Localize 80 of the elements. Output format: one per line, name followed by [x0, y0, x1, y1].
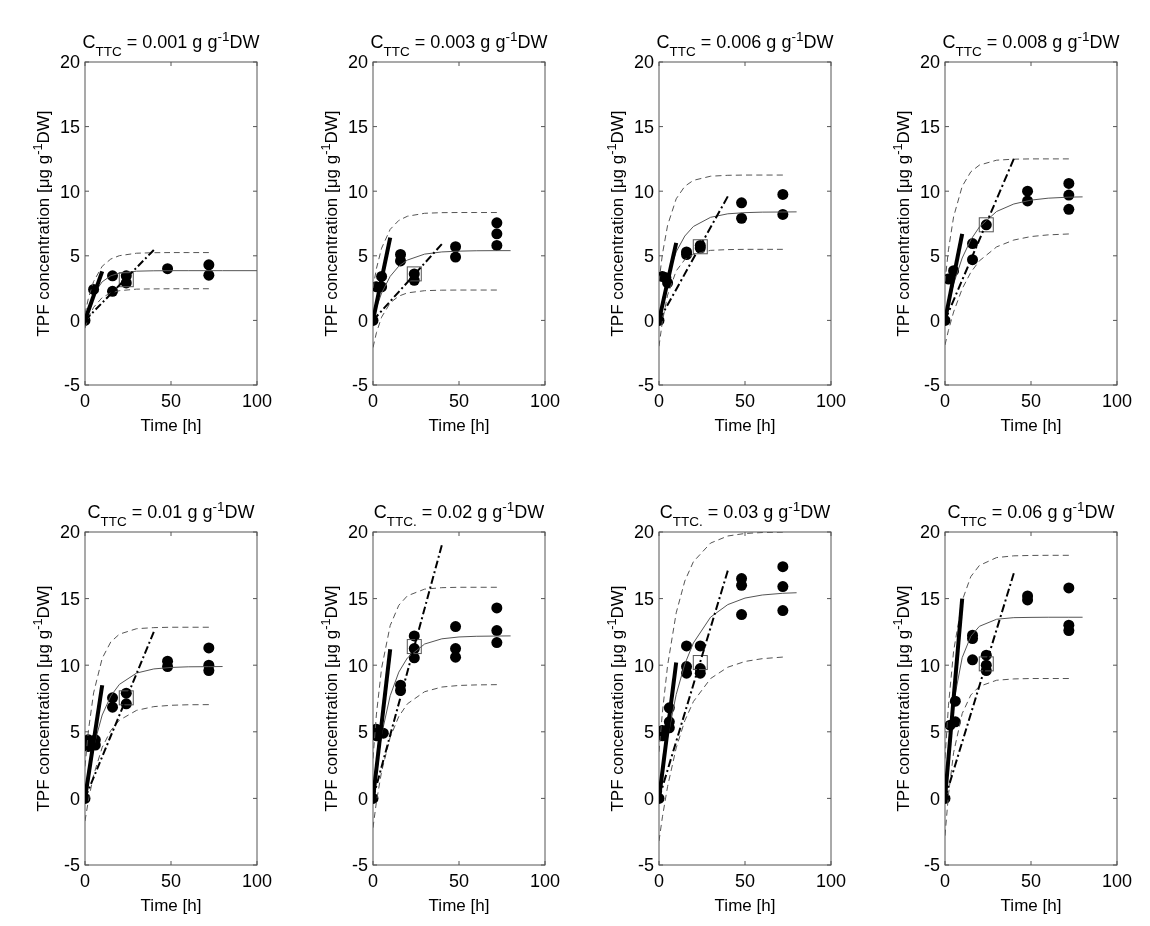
x-tick-label: 100 [815, 871, 847, 891]
y-tick-label: 10 [347, 181, 368, 202]
x-tick-label: 50 [160, 391, 182, 411]
x-tick-label: 50 [1020, 871, 1042, 891]
y-tick-label: 15 [919, 588, 940, 609]
y-tick-label: 5 [929, 246, 940, 267]
y-tick-label: 5 [643, 722, 654, 743]
y-tick-label: -5 [351, 855, 368, 876]
y-tick-label: 20 [633, 52, 654, 73]
chart-title: C$_{TTC}$ = 0.01 g g$^{-1}$DW [87, 498, 255, 529]
x-tick-label: 100 [529, 391, 561, 411]
x-tick-label: 50 [734, 871, 756, 891]
x-tick-label: 100 [1101, 871, 1133, 891]
x-tick-label: 100 [241, 391, 273, 411]
y-tick-label: 0 [69, 788, 80, 809]
x-axis-title: Time [h] [1000, 416, 1062, 435]
y-tick-label: 15 [347, 116, 368, 137]
y-tick-label: 10 [919, 181, 940, 202]
y-tick-label: 10 [347, 655, 368, 676]
x-tick-label: 100 [1101, 391, 1133, 411]
y-tick-label: -5 [637, 855, 654, 876]
y-tick-label: 0 [357, 310, 368, 331]
y-tick-label: 20 [633, 522, 654, 543]
y-tick-label: 10 [919, 655, 940, 676]
x-axis-title: Time [h] [714, 896, 776, 915]
y-tick-label: 20 [59, 52, 80, 73]
y-tick-label: 5 [69, 246, 80, 267]
x-tick-label: 50 [448, 871, 470, 891]
y-tick-label: -5 [923, 375, 940, 396]
chart-title: C$_{TTC}$ = 0.003 g g$^{-1}$DW [370, 28, 548, 59]
x-tick-label: 50 [1020, 391, 1042, 411]
x-tick-label: 100 [815, 391, 847, 411]
y-tick-label: 20 [347, 52, 368, 73]
y-tick-label: 15 [633, 588, 654, 609]
chart-title: C$_{TTC.}$ = 0.02 g g$^{-1}$DW [373, 498, 545, 529]
y-tick-label: 20 [347, 522, 368, 543]
y-tick-label: 10 [59, 181, 80, 202]
x-tick-label: 100 [529, 871, 561, 891]
y-tick-label: 5 [69, 722, 80, 743]
x-axis-title: Time [h] [428, 896, 490, 915]
y-tick-label: 15 [633, 116, 654, 137]
y-tick-label: 15 [919, 116, 940, 137]
y-tick-label: 10 [633, 655, 654, 676]
x-axis-title: Time [h] [714, 416, 776, 435]
chart-title: C$_{TTC}$ = 0.008 g g$^{-1}$DW [942, 28, 1120, 59]
y-tick-label: 20 [919, 52, 940, 73]
x-tick-label: 50 [734, 391, 756, 411]
x-axis-title: Time [h] [1000, 896, 1062, 915]
y-tick-label: -5 [637, 375, 654, 396]
chart-title: C$_{TTC.}$ = 0.03 g g$^{-1}$DW [659, 498, 831, 529]
y-tick-label: 0 [929, 788, 940, 809]
y-tick-label: -5 [923, 855, 940, 876]
y-tick-label: -5 [351, 375, 368, 396]
y-tick-label: 10 [59, 655, 80, 676]
chart-title: C$_{TTC}$ = 0.001 g g$^{-1}$DW [82, 28, 260, 59]
y-tick-label: -5 [63, 855, 80, 876]
y-tick-label: 0 [643, 310, 654, 331]
x-tick-label: 100 [241, 871, 273, 891]
x-axis-title: Time [h] [428, 416, 490, 435]
x-axis-title: Time [h] [140, 896, 202, 915]
y-tick-label: 20 [59, 522, 80, 543]
x-tick-label: 50 [448, 391, 470, 411]
y-tick-label: 15 [59, 116, 80, 137]
chart-title: C$_{TTC}$ = 0.006 g g$^{-1}$DW [656, 28, 834, 59]
y-tick-label: 15 [59, 588, 80, 609]
y-tick-label: 5 [643, 246, 654, 267]
y-tick-label: 0 [643, 788, 654, 809]
x-axis-title: Time [h] [140, 416, 202, 435]
y-tick-label: 0 [69, 310, 80, 331]
y-tick-label: 10 [633, 181, 654, 202]
chart-title: C$_{TTC}$ = 0.06 g g$^{-1}$DW [947, 498, 1115, 529]
y-tick-label: 0 [357, 788, 368, 809]
y-tick-label: 15 [347, 588, 368, 609]
x-tick-label: 50 [160, 871, 182, 891]
y-tick-label: 5 [929, 722, 940, 743]
y-tick-label: -5 [63, 375, 80, 396]
y-tick-label: 0 [929, 310, 940, 331]
y-tick-label: 20 [919, 522, 940, 543]
y-tick-label: 5 [357, 246, 368, 267]
y-tick-label: 5 [357, 722, 368, 743]
